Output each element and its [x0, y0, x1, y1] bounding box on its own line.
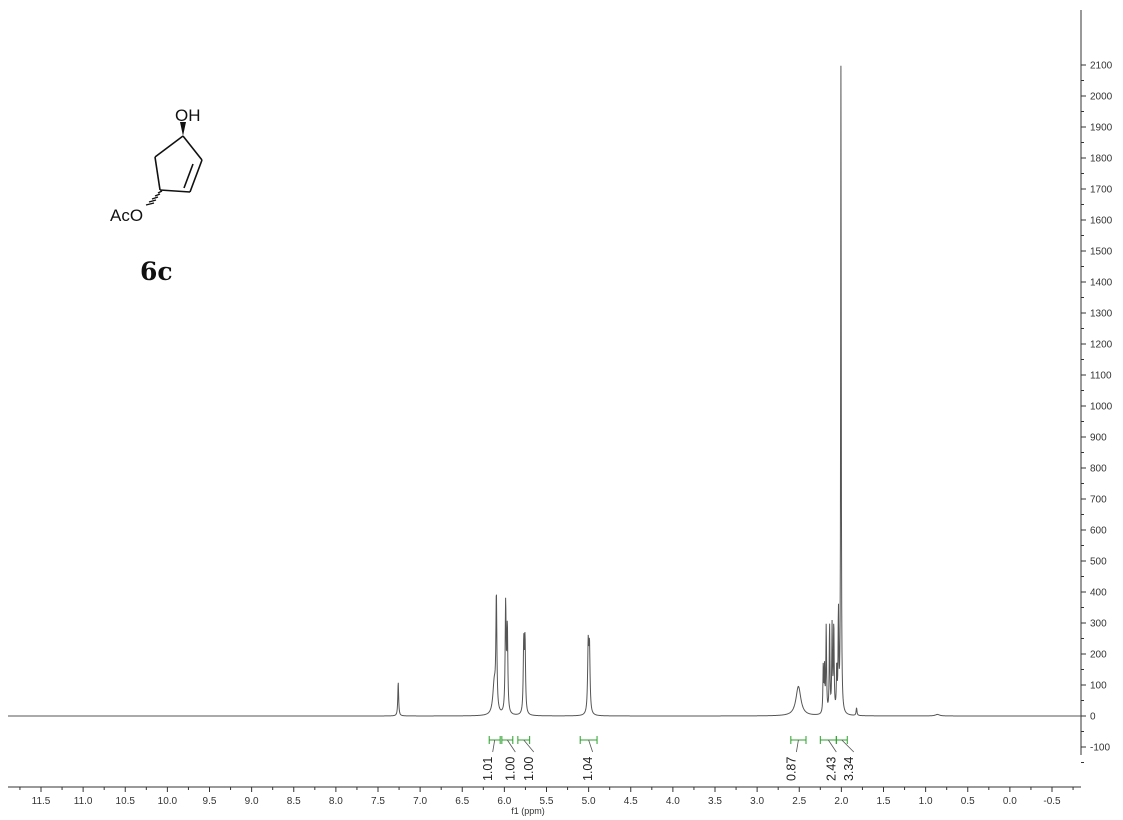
y-tick-label: 1200	[1090, 340, 1113, 351]
y-axis: 2100200019001800170016001500140013001200…	[1081, 61, 1113, 763]
x-tick-label: 10.0	[158, 796, 178, 807]
integral-region: 0.87	[785, 736, 807, 781]
integral-value: 1.00	[522, 757, 536, 781]
y-tick-label: 1800	[1090, 154, 1113, 165]
y-tick-label: 0	[1090, 712, 1096, 723]
x-tick-label: 7.5	[371, 796, 385, 807]
x-tick-label: 7.0	[413, 796, 427, 807]
y-tick-label: 600	[1090, 526, 1107, 537]
integral-region: 3.34	[835, 736, 856, 781]
ring-bond	[154, 156, 161, 191]
y-tick-label: 1700	[1090, 185, 1113, 196]
x-tick-label: 1.0	[919, 796, 933, 807]
y-tick-label: 1100	[1090, 371, 1112, 382]
y-tick-label: 400	[1090, 588, 1107, 599]
y-tick-label: 200	[1090, 650, 1107, 661]
hash-bond	[145, 190, 163, 206]
y-tick-label: -100	[1090, 743, 1110, 754]
integral-value: 1.00	[504, 757, 518, 781]
aco-label: AcO	[110, 206, 143, 225]
ring-double-bond	[183, 163, 194, 189]
x-tick-label: 6.0	[497, 796, 511, 807]
y-tick-label: 1500	[1090, 247, 1113, 258]
integral-region: 1.01	[481, 736, 501, 781]
integral-value: 3.34	[842, 757, 856, 781]
x-tick-label: 8.5	[287, 796, 301, 807]
integral-value: 0.87	[785, 757, 799, 781]
y-tick-label: 1300	[1090, 309, 1113, 320]
x-tick-label: 6.5	[455, 796, 469, 807]
integral-region: 1.04	[579, 736, 598, 781]
y-tick-label: 2100	[1090, 61, 1113, 72]
y-tick-label: 500	[1090, 557, 1107, 568]
y-tick-label: 900	[1090, 433, 1107, 444]
x-tick-label: 3.0	[750, 796, 764, 807]
oh-label: OH	[175, 106, 201, 125]
x-tick-label: 11.0	[74, 796, 93, 807]
x-tick-label: -0.5	[1043, 796, 1061, 807]
x-tick-label: 1.5	[877, 796, 891, 807]
x-tick-label: 9.0	[245, 796, 259, 807]
x-tick-label: 11.5	[32, 796, 51, 807]
ring-bond	[182, 135, 203, 161]
x-tick-label: 0.0	[1003, 796, 1017, 807]
y-tick-label: 100	[1090, 681, 1107, 692]
wedge-bond	[180, 122, 186, 136]
x-axis: 11.5 11.0 10.5 10.0 9.5 9.0 8.5 8.0 7.5 7.0 6.5 6.0…	[19, 787, 1074, 807]
integral-region: 1.00	[501, 736, 518, 781]
ring-bond	[154, 135, 184, 158]
integral-value: 1.04	[581, 757, 595, 781]
x-tick-label: 5.5	[540, 796, 554, 807]
integral-region: 1.00	[517, 736, 536, 781]
ring-bond	[189, 159, 203, 193]
x-tick-label: 4.0	[666, 796, 680, 807]
x-tick-label: 4.5	[624, 796, 638, 807]
integrals: 1.01 1.00 1.00 1.04 0.87 2.43 3.34	[481, 736, 856, 781]
spectrum-trace	[8, 65, 1081, 717]
y-tick-label: 1900	[1090, 123, 1113, 134]
integral-value: 2.43	[825, 757, 839, 781]
integral-value: 1.01	[481, 757, 495, 781]
y-tick-label: 1600	[1090, 216, 1113, 227]
x-tick-label: 2.5	[792, 796, 806, 807]
y-tick-label: 700	[1090, 495, 1107, 506]
x-tick-label: 2.0	[834, 796, 848, 807]
x-tick-label: 5.0	[582, 796, 596, 807]
y-tick-label: 300	[1090, 619, 1107, 630]
y-tick-label: 800	[1090, 464, 1107, 475]
x-tick-label: 8.0	[329, 796, 343, 807]
compound-label: 6c	[140, 257, 173, 286]
x-tick-label: 0.5	[961, 796, 975, 807]
x-axis-title: f1 (ppm)	[511, 806, 545, 816]
y-tick-label: 1400	[1090, 278, 1113, 289]
x-tick-label: 10.5	[116, 796, 136, 807]
x-tick-label: 9.5	[203, 796, 217, 807]
molecule-structure: OH AcO 6c	[110, 106, 203, 286]
y-tick-label: 1000	[1090, 402, 1113, 413]
ring-bond	[159, 189, 191, 193]
x-tick-label: 3.5	[708, 796, 722, 807]
integral-region: 2.43	[819, 736, 839, 781]
y-tick-label: 2000	[1090, 92, 1113, 103]
